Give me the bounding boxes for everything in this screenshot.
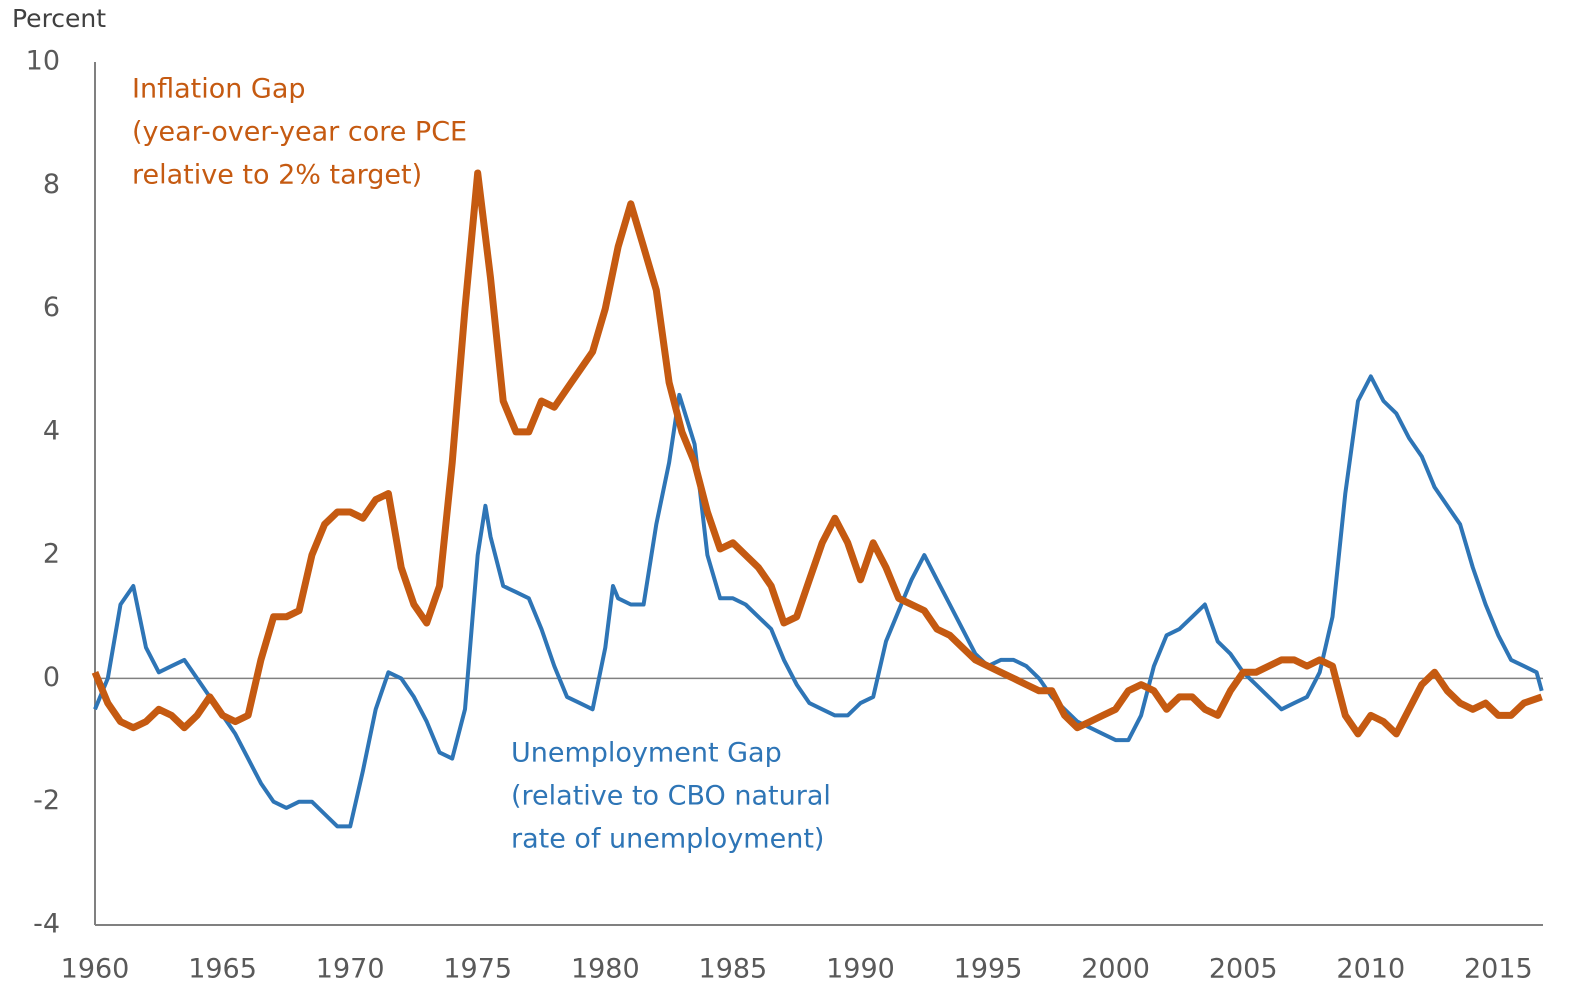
y-tick-label: 0 [43,662,60,693]
x-tick-label: 2015 [1464,954,1533,985]
x-tick-label: 2010 [1336,954,1405,985]
x-tick-label: 1990 [826,954,895,985]
series-label: Unemployment Gap [511,738,782,769]
y-tick-label: 2 [43,539,60,570]
x-tick-label: 1970 [316,954,385,985]
series-label: Inflation Gap [132,74,306,105]
x-tick-label: 1995 [954,954,1023,985]
y-tick-label: 6 [43,292,60,323]
x-tick-label: 2000 [1081,954,1150,985]
x-tick-label: 1975 [443,954,512,985]
y-tick-label: 4 [43,415,60,446]
series-note: (relative to CBO natural [511,781,831,812]
x-tick-label: 1960 [61,954,130,985]
x-tick-label: 1980 [571,954,640,985]
series-line [93,374,1544,829]
series-note: relative to 2% target) [132,160,422,191]
series-note: (year-over-year core PCE [132,117,467,148]
series-note: rate of unemployment) [511,824,824,855]
x-tick-label: 1985 [699,954,768,985]
y-tick-label: -2 [33,785,60,816]
y-tick-label: 10 [26,46,60,77]
series-line [91,169,1543,738]
x-tick-label: 1965 [188,954,257,985]
y-axis-label: Percent [12,4,106,33]
y-tick-label: 8 [43,169,60,200]
y-tick-label: -4 [33,909,60,940]
x-tick-label: 2005 [1209,954,1278,985]
